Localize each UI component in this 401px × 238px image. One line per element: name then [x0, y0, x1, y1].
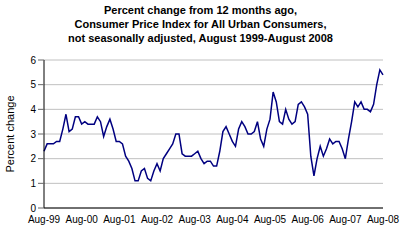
- svg-text:Aug-08: Aug-08: [367, 214, 393, 225]
- html-text:Consumer Price Index for All U: Consumer Price Index for All Urban Consu…: [74, 18, 327, 30]
- svg-text:6: 6: [30, 55, 36, 66]
- svg-text:Aug-05: Aug-05: [254, 214, 287, 225]
- svg-text:Aug-99: Aug-99: [28, 214, 61, 225]
- svg-text:0: 0: [30, 203, 36, 214]
- svg-text:Aug-07: Aug-07: [329, 214, 362, 225]
- svg-text:4: 4: [30, 104, 36, 115]
- svg-text:3: 3: [30, 129, 36, 140]
- svg-text:Aug-06: Aug-06: [292, 214, 325, 225]
- svg-text:5: 5: [30, 79, 36, 90]
- svg-text:Aug-04: Aug-04: [216, 214, 249, 225]
- svg-text:Aug-02: Aug-02: [141, 214, 174, 225]
- svg-text:Aug-01: Aug-01: [103, 214, 136, 225]
- svg-text:1: 1: [30, 178, 36, 189]
- svg-text:2: 2: [30, 153, 36, 164]
- html-text:Percent change from 12 months: Percent change from 12 months ago,: [103, 4, 298, 16]
- html-text:not seasonally adjusted, Augus: not seasonally adjusted, August 1999-Aug…: [68, 32, 333, 44]
- svg-text:Aug-00: Aug-00: [66, 214, 99, 225]
- svg-text:Percent change: Percent change: [8, 95, 16, 172]
- svg-text:Aug-03: Aug-03: [179, 214, 212, 225]
